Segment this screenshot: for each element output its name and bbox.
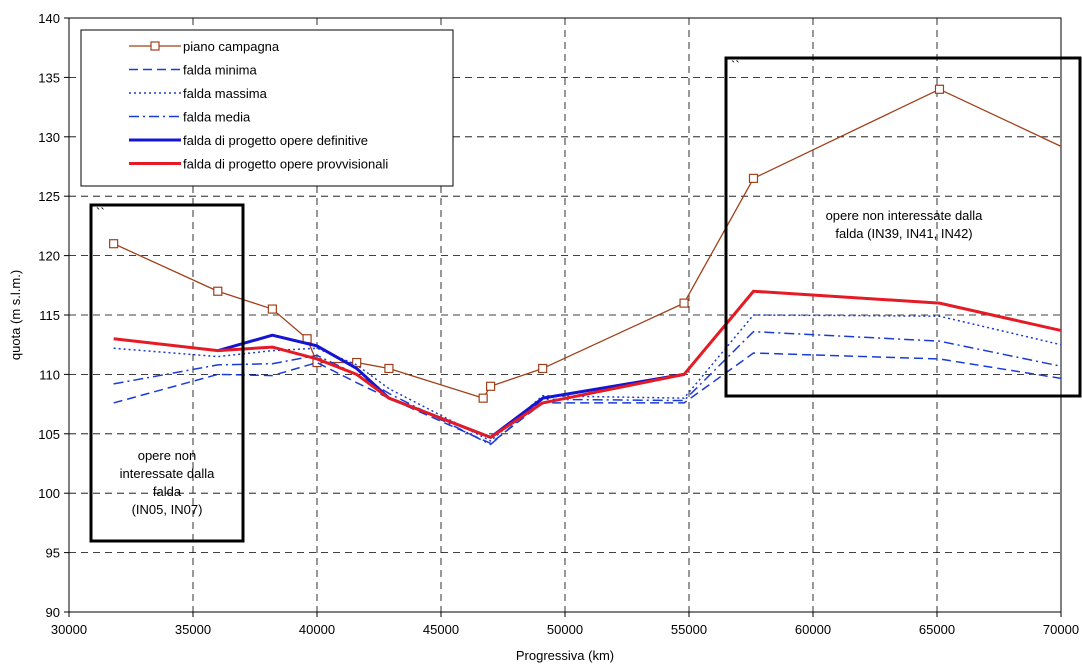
series-point: [748, 173, 759, 183]
annotation-layer: `` `` opere non interessate dalla falda (IN05…: [89, 56, 1082, 543]
annotation-mark: ``: [731, 58, 740, 73]
y-tick-label: 95: [46, 546, 60, 561]
legend: piano campagna falda minima falda massima f…: [80, 29, 454, 187]
y-tick-label: 130: [38, 130, 60, 145]
legend-label: falda di progetto opere provvisionali: [183, 157, 388, 172]
x-tick-label: 35000: [175, 622, 211, 637]
annotation-box: [724, 56, 1082, 398]
annotation-box: [89, 203, 245, 543]
y-tick-label: 120: [38, 249, 60, 264]
y-tick-label: 100: [38, 486, 60, 501]
series-point: [486, 381, 496, 391]
y-tick-label: 105: [38, 427, 60, 442]
series-point: [1062, 145, 1070, 153]
grid: [69, 18, 1061, 612]
x-axis-title: Progressiva (km): [516, 648, 614, 663]
series-point: [213, 286, 223, 296]
x-tick-label: 70000: [1043, 622, 1079, 637]
y-tick-label: 110: [39, 367, 60, 382]
series-layer: [109, 84, 1070, 446]
x-tick-label: 30000: [51, 622, 87, 637]
series-point: [352, 357, 362, 368]
series-line-1: [113, 352, 1061, 445]
series-point: [679, 298, 689, 308]
axes: 30000 35000 40000 45000 50000 55000 60000 65000…: [38, 11, 1079, 637]
series-point: [384, 363, 394, 374]
series-point: [478, 393, 488, 403]
legend-box: [80, 29, 454, 187]
y-tick-label: 115: [39, 308, 60, 323]
annotation-text-line: interessate dalla: [120, 466, 215, 481]
y-tick-label: 135: [38, 70, 60, 85]
series-point: [538, 363, 548, 374]
series-point: [267, 304, 277, 314]
legend-marker: [150, 41, 160, 51]
y-axis-title: quota (m s.l.m.): [8, 270, 23, 360]
x-tick-label: 45000: [423, 622, 459, 637]
y-tick-label: 140: [38, 11, 60, 26]
series-line-4: [217, 333, 685, 439]
annotation-text-line: falda: [153, 484, 182, 499]
annotation-text-line: (IN05, IN07): [132, 502, 203, 517]
series-point: [109, 239, 119, 249]
x-tick-label: 40000: [299, 622, 335, 637]
annotation-mark: ``: [96, 205, 105, 220]
y-tick-label: 125: [38, 189, 60, 204]
series-line-5: [113, 289, 1061, 439]
annotation-text-line: opere non: [138, 448, 197, 463]
x-tick-label: 65000: [919, 622, 955, 637]
x-tick-label: 50000: [547, 622, 583, 637]
annotation-text-line: opere non interessate dalla: [826, 208, 984, 223]
series-line-2: [113, 314, 1061, 442]
legend-label: falda media: [183, 110, 251, 125]
annotation-text-line: falda (IN39, IN41, IN42): [835, 226, 972, 241]
x-tick-label: 60000: [795, 622, 831, 637]
series-line-0: [113, 88, 1061, 399]
y-tick-label: 90: [46, 605, 60, 620]
legend-label: falda minima: [183, 63, 257, 78]
legend-label: falda massima: [183, 86, 268, 101]
legend-label: falda di progetto opere definitive: [183, 133, 368, 148]
legend-label: piano campagna: [183, 39, 280, 54]
x-tick-label: 55000: [671, 622, 707, 637]
series-point: [934, 84, 945, 94]
